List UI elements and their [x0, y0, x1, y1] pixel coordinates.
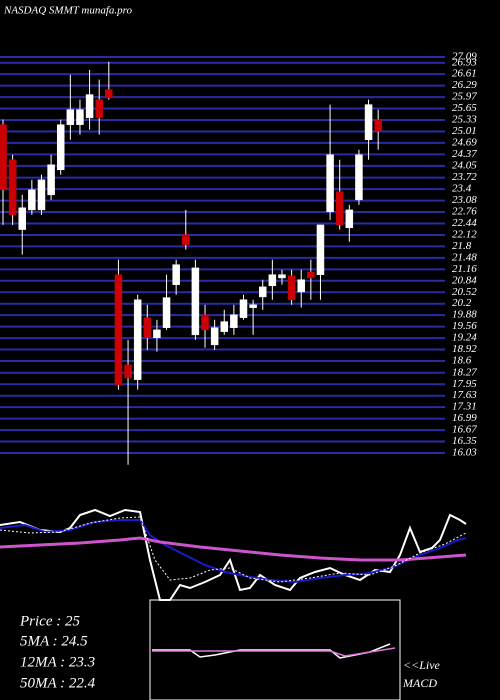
- macd-box: [149, 599, 401, 700]
- y-tick-label: 17.63: [452, 389, 477, 401]
- y-tick-label: 23.4: [452, 183, 472, 195]
- candle-body: [374, 119, 382, 132]
- y-tick-label: 18.6: [452, 355, 472, 367]
- candle-body: [105, 89, 113, 99]
- grid: 27.0926.9326.6126.2925.9725.6525.3325.01…: [0, 51, 477, 459]
- candle-body: [8, 159, 17, 216]
- macd-panel: [149, 599, 401, 700]
- candles: [0, 61, 382, 465]
- candle-body: [220, 321, 229, 332]
- signal-line: [0, 516, 467, 583]
- y-tick-label: 26.29: [452, 79, 477, 91]
- stat: 12MA : 23.3: [20, 654, 95, 670]
- candle-body: [153, 329, 161, 338]
- candle-body: [37, 179, 46, 211]
- candle-body: [85, 94, 94, 119]
- y-tick-label: 20.52: [452, 286, 477, 298]
- y-tick-label: 22.44: [452, 217, 477, 229]
- y-tick-label: 24.37: [452, 148, 477, 160]
- candle-body: [47, 164, 55, 196]
- y-tick-label: 24.05: [452, 159, 477, 171]
- candle-body: [316, 224, 325, 275]
- y-tick-label: 23.72: [452, 171, 477, 183]
- y-tick-label: 22.76: [452, 206, 477, 218]
- y-tick-label: 25.97: [452, 91, 477, 103]
- candle-body: [66, 109, 75, 125]
- stat: 5MA : 24.5: [20, 633, 88, 649]
- candle-body: [287, 275, 296, 301]
- candle-body: [28, 189, 36, 211]
- candle-body: [133, 299, 142, 380]
- y-tick-label: 21.48: [452, 251, 477, 263]
- candle-body: [307, 271, 315, 279]
- indicator-line: [0, 508, 467, 601]
- y-tick-label: 24.69: [452, 136, 477, 148]
- candle-body: [18, 207, 26, 230]
- y-tick-label: 27.09: [452, 51, 477, 63]
- candle-body: [162, 297, 171, 328]
- candle-body: [239, 299, 248, 318]
- candle-body: [95, 99, 103, 119]
- y-tick-label: 18.92: [452, 343, 477, 355]
- y-tick-label: 19.88: [452, 309, 477, 321]
- candle-body: [268, 274, 277, 287]
- ma-line: [0, 536, 467, 562]
- live-label: <<Live: [403, 658, 441, 672]
- y-tick-label: 25.65: [452, 102, 477, 114]
- y-tick-label: 26.93: [452, 56, 477, 68]
- y-tick-label: 17.31: [452, 401, 477, 413]
- candle-body: [278, 274, 286, 279]
- y-tick-label: 18.27: [452, 366, 477, 378]
- y-tick-label: 16.67: [452, 424, 477, 436]
- candle-body: [191, 267, 200, 336]
- y-tick-label: 20.84: [452, 274, 477, 286]
- y-tick-label: 25.33: [452, 114, 477, 126]
- y-tick-label: 20.2: [452, 297, 472, 309]
- candle-body: [210, 327, 219, 346]
- y-tick-label: 16.99: [452, 412, 477, 424]
- y-tick-label: 17.95: [452, 378, 477, 390]
- y-tick-label: 25.01: [452, 125, 477, 137]
- candle-body: [297, 279, 305, 293]
- indicator-panel: [0, 508, 467, 601]
- candle-body: [201, 314, 209, 331]
- candle-body: [114, 274, 123, 385]
- chart-title: NASDAQ SMMT munafa.pro: [3, 5, 133, 17]
- stat: Price : 25: [19, 613, 80, 629]
- y-tick-label: 21.8: [452, 240, 472, 252]
- y-tick-label: 22.12: [452, 228, 477, 240]
- y-tick-label: 21.16: [452, 263, 477, 275]
- y-tick-label: 16.35: [452, 435, 477, 447]
- candle-body: [76, 109, 84, 125]
- y-tick-label: 23.08: [452, 194, 477, 206]
- candle-body: [143, 317, 152, 338]
- stat: 50MA : 22.4: [20, 675, 96, 691]
- candle-body: [172, 264, 180, 285]
- y-tick-label: 26.61: [452, 68, 477, 80]
- y-tick-label: 16.03: [452, 447, 477, 459]
- candle-body: [56, 124, 65, 171]
- candle-body: [230, 314, 238, 328]
- candle-body: [249, 304, 257, 308]
- candle-body: [182, 234, 190, 245]
- candle-body: [335, 191, 344, 226]
- candle-body: [364, 104, 373, 140]
- macd-signal: [152, 647, 396, 657]
- candle-body: [345, 209, 354, 229]
- candle-body: [124, 364, 132, 379]
- candle-body: [355, 154, 363, 201]
- macd-label: MACD: [402, 676, 437, 690]
- candle-body: [258, 286, 267, 298]
- y-tick-label: 19.56: [452, 320, 477, 332]
- candle-body: [326, 154, 334, 212]
- candle-body: [0, 124, 7, 191]
- y-tick-label: 19.24: [452, 332, 477, 344]
